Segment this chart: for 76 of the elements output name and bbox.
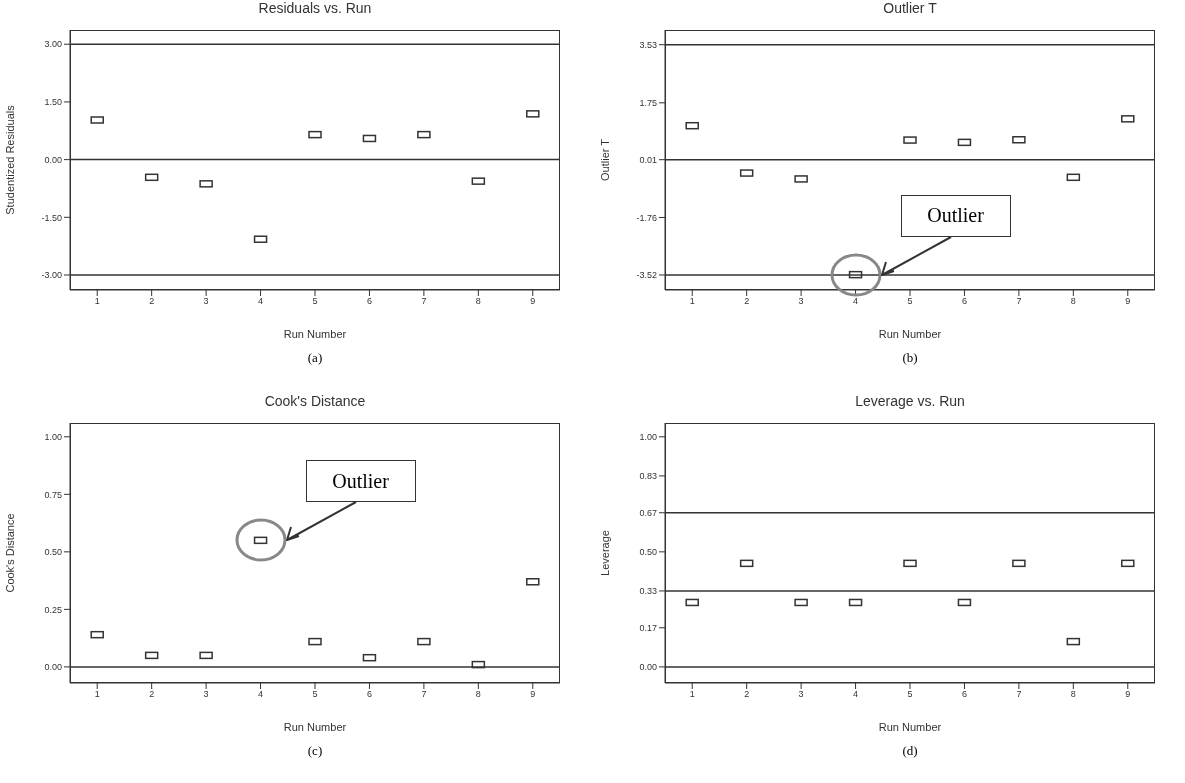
y-tick-label: 0.00: [44, 154, 62, 165]
y-tick-label: 1.75: [639, 98, 657, 109]
y-axis-title: Cook's Distance: [3, 513, 16, 593]
x-tick-label: 7: [1016, 689, 1022, 700]
y-axis-title: Leverage: [598, 530, 611, 576]
x-axis-title: Run Number: [877, 721, 943, 733]
x-tick-label: 8: [1070, 689, 1076, 700]
x-tick-label: 7: [421, 296, 427, 307]
x-tick-label: 6: [366, 296, 372, 307]
x-tick-label: 6: [366, 689, 372, 700]
y-tick-label: 0.50: [639, 547, 657, 558]
y-tick-label: 0.00: [639, 662, 657, 673]
y-tick-label: 1.00: [44, 432, 62, 442]
x-tick-label: 3: [203, 296, 209, 307]
y-tick-label: 0.17: [639, 622, 657, 633]
y-tick-label: 1.50: [44, 97, 62, 108]
y-tick-label: 3.53: [639, 39, 657, 50]
x-tick-label: 4: [853, 296, 859, 307]
x-tick-label: 2: [149, 689, 155, 700]
text: (d): [901, 743, 919, 759]
y-axis-title: Outlier T: [598, 138, 611, 181]
y-tick-label: 0.01: [639, 154, 657, 165]
x-tick-label: 2: [149, 296, 155, 307]
y-tick-label: 0.50: [44, 547, 62, 558]
x-axis-title: Run Number: [282, 328, 348, 340]
x-tick-label: 3: [798, 689, 804, 700]
x-tick-label: 1: [94, 296, 100, 307]
x-tick-label: 5: [907, 296, 913, 307]
chart-title: Cook's Distance: [263, 393, 367, 409]
chart-title: Residuals vs. Run: [257, 0, 373, 16]
text: (c): [306, 743, 324, 759]
x-tick-label: 9: [530, 296, 536, 307]
x-tick-label: 3: [203, 689, 209, 700]
x-tick-label: 3: [798, 296, 804, 307]
x-tick-label: 4: [258, 689, 264, 700]
x-tick-label: 8: [475, 296, 481, 307]
y-tick-label: 0.67: [639, 507, 657, 518]
x-tick-label: 8: [1070, 296, 1076, 307]
x-tick-label: 5: [907, 689, 913, 700]
x-tick-label: 9: [530, 689, 536, 700]
text: (a): [306, 350, 324, 366]
y-tick-label: 0.33: [639, 586, 657, 597]
x-tick-label: 7: [1016, 296, 1022, 307]
x-tick-label: 1: [689, 296, 695, 307]
x-tick-label: 4: [853, 689, 859, 700]
x-tick-label: 9: [1125, 689, 1131, 700]
y-tick-label: 0.25: [44, 604, 62, 615]
x-tick-label: 8: [475, 689, 481, 700]
y-tick-label: 0.00: [44, 662, 62, 673]
annotation: Outlier: [900, 194, 1011, 237]
chart-title: Leverage vs. Run: [854, 393, 966, 409]
y-tick-label: -1.50: [41, 212, 62, 223]
x-tick-label: 7: [421, 689, 427, 700]
x-tick-label: 2: [744, 689, 750, 700]
x-tick-label: 1: [689, 689, 695, 700]
x-tick-label: 1: [94, 689, 100, 700]
y-tick-label: 1.00: [639, 432, 657, 442]
x-tick-label: 6: [961, 689, 967, 700]
x-tick-label: 5: [312, 296, 318, 307]
x-tick-label: 2: [744, 296, 750, 307]
y-tick-label: -3.52: [636, 270, 657, 281]
y-tick-label: -3.00: [41, 270, 62, 281]
x-tick-label: 6: [961, 296, 967, 307]
x-tick-label: 5: [312, 689, 318, 700]
y-axis-title: Studentized Residuals: [3, 104, 16, 215]
x-axis-title: Run Number: [282, 721, 348, 733]
x-tick-label: 4: [258, 296, 264, 307]
y-tick-label: -1.76: [636, 212, 657, 223]
text: (b): [901, 350, 919, 366]
y-tick-label: 0.75: [44, 489, 62, 500]
y-tick-label: 3.00: [44, 39, 62, 50]
annotation: Outlier: [305, 460, 416, 503]
chart-title: Outlier T: [882, 0, 938, 16]
x-tick-label: 9: [1125, 296, 1131, 307]
x-axis-title: Run Number: [877, 328, 943, 340]
y-tick-label: 0.83: [639, 471, 657, 482]
